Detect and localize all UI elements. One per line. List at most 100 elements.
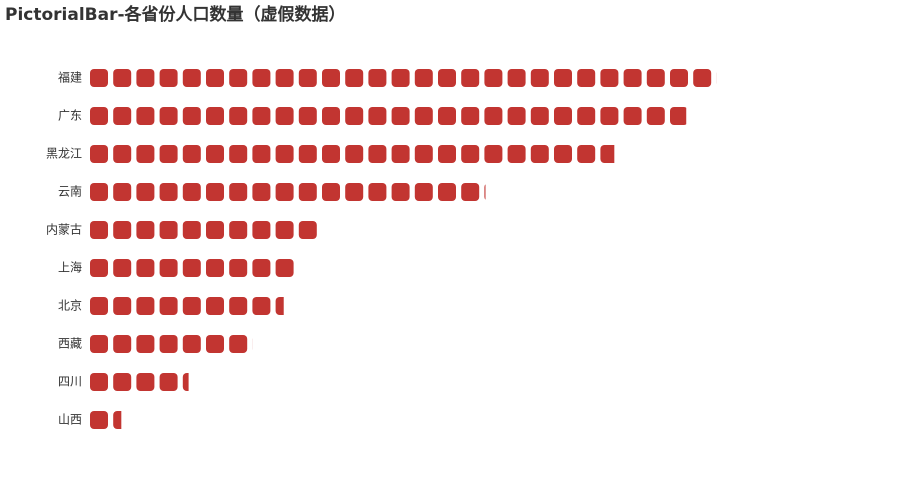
bar-symbol [577,107,596,125]
bar-symbol [252,221,271,239]
bar-symbol [229,183,248,201]
bar [90,335,270,353]
bar-symbol [182,107,201,125]
bar-symbol [600,145,615,163]
bar-symbol [113,183,132,201]
bar-symbol [206,221,224,239]
bar-symbol [507,107,526,125]
bar-symbol [182,259,201,277]
bar-symbol [229,335,248,353]
y-tick-label: 四川 [58,375,82,389]
bar-symbol [229,221,248,239]
bar-symbol [530,107,549,125]
bar-symbol [113,297,132,315]
y-tick-label: 广东 [58,109,82,123]
bar-symbol [345,107,364,125]
bar-symbol [600,107,619,125]
bar-symbol [345,69,364,87]
bar-symbol [438,183,456,201]
bar-symbol [90,107,108,125]
bar-symbol [229,259,248,277]
bar-symbol [345,183,364,201]
bar-symbol [136,335,155,353]
bar-symbol [507,69,526,87]
bar-symbol [438,145,456,163]
bar-symbol [90,145,108,163]
bar-symbol [275,183,294,201]
bar-symbol [136,107,155,125]
bar-symbol [159,373,178,391]
bar-symbol [670,69,688,87]
bar-symbol [252,69,271,87]
bar-symbol [90,297,108,315]
y-tick-label: 内蒙古 [46,222,82,237]
bar-symbol [252,259,271,277]
bar-symbol [484,184,486,200]
bar-symbol [322,107,340,125]
bar-symbol [716,69,734,87]
bar-symbol [90,373,108,391]
bar-symbol [159,107,178,125]
bar-symbol [275,297,284,315]
bar-symbol [113,145,132,163]
bar-symbol [600,69,619,87]
bar-symbol [252,107,271,125]
bar-symbol [206,335,224,353]
bar-symbol [113,107,132,125]
bar-symbol [90,183,108,201]
bar-symbol [252,183,271,201]
y-tick-label: 上海 [58,260,82,275]
bar-symbol [368,183,387,201]
bar-symbol [136,297,155,315]
bar-symbol [275,69,294,87]
bar-symbol [229,69,248,87]
bar-symbol [391,183,410,201]
bar-symbol [298,183,317,201]
bar-symbol [391,69,410,87]
bar-symbol [229,107,248,125]
bar-symbol [414,107,433,125]
bar-symbol [275,259,294,277]
bar-symbol [136,183,155,201]
bar-symbol [206,107,224,125]
bar-symbol [298,69,317,87]
bar-symbol [391,107,410,125]
bar-symbol [113,69,132,87]
bar-symbol [530,145,549,163]
bar-symbol [113,335,132,353]
bar-symbol [159,69,178,87]
bar [90,259,294,277]
bar-symbol [275,221,294,239]
bar-symbol [368,145,387,163]
bar-symbol [554,107,572,125]
y-tick-label: 黑龙江 [46,147,82,161]
bar-symbol [322,145,340,163]
bar-symbol [461,183,480,201]
bar-symbol [182,373,189,391]
bar-symbol [206,183,224,201]
bar-symbol [646,107,665,125]
bar-symbol [623,69,642,87]
bar-symbol [113,259,132,277]
bar-symbol [484,145,503,163]
bar [90,411,122,429]
y-tick-label: 西藏 [58,337,82,351]
bar-symbol [298,145,317,163]
bar-symbol [206,297,224,315]
bar-symbol [670,107,687,125]
bar-symbol [507,145,526,163]
bar-symbol [182,145,201,163]
bar-symbol [298,107,317,125]
bar-symbol [646,69,665,87]
bar-symbol [90,411,108,429]
y-tick-label: 云南 [58,184,82,199]
bar-symbol [623,107,642,125]
bar-symbol [391,145,410,163]
bar [90,221,317,239]
bar-symbol [113,411,122,429]
bar-symbol [484,107,503,125]
bar-symbol [693,69,712,87]
bar-symbol [252,335,270,353]
